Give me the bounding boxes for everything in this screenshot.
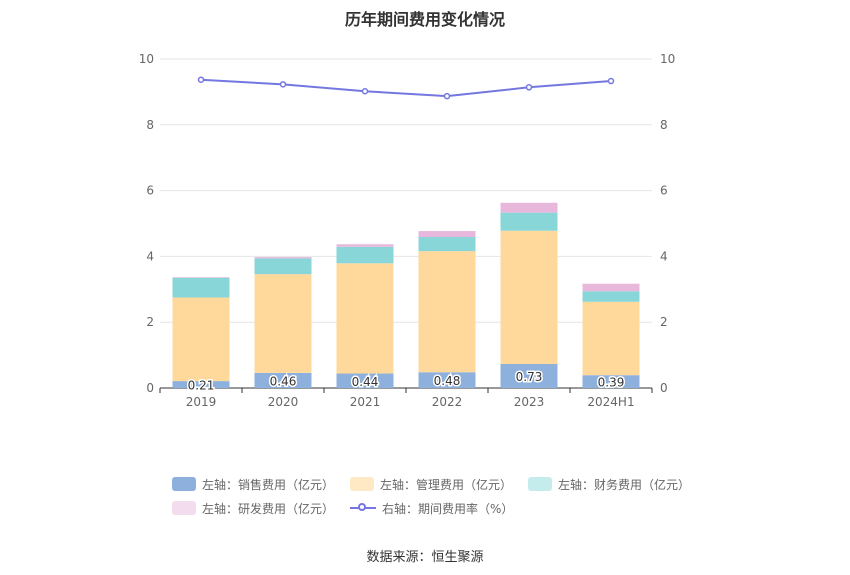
legend-item-admin[interactable]: 左轴：管理费用（亿元）	[350, 476, 512, 493]
line-rate	[200, 78, 612, 98]
legend-dot-rate	[358, 503, 367, 511]
y-right-tick-label: 10	[660, 52, 675, 66]
point-rate	[279, 81, 287, 88]
y-right-tick-label: 8	[660, 118, 668, 132]
legend-label-sales: 左轴：销售费用（亿元）	[202, 477, 335, 492]
bar-rd	[582, 283, 640, 292]
y-left-tick-label: 2	[146, 315, 154, 329]
x-tick-label: 2021	[350, 395, 381, 409]
legend-item-sales[interactable]: 左轴：销售费用（亿元）	[172, 476, 334, 493]
y-right-tick-label: 6	[660, 184, 668, 198]
legend: 左轴：销售费用（亿元） 左轴：管理费用（亿元） 左轴：财务费用（亿元） 左轴：研…	[172, 472, 692, 520]
data-label-sales: 0.44	[352, 375, 379, 389]
bar-admin	[418, 251, 476, 373]
bar-rd	[418, 231, 476, 237]
bar-admin	[336, 263, 394, 374]
legend-swatch-rd	[172, 501, 196, 515]
x-tick-label: 2023	[514, 395, 545, 409]
legend-item-rd[interactable]: 左轴：研发费用（亿元）	[172, 500, 334, 517]
data-label-sales: 0.73	[516, 370, 543, 384]
x-tick-label: 2022	[432, 395, 463, 409]
legend-swatch-rate	[350, 501, 377, 515]
point-rate	[197, 76, 205, 83]
legend-label-rate: 右轴：期间费用率（%）	[382, 501, 514, 516]
data-label-sales: 0.21	[188, 379, 215, 393]
legend-row-1: 左轴：销售费用（亿元） 左轴：管理费用（亿元） 左轴：财务费用（亿元）	[172, 472, 692, 496]
bar-sales	[500, 363, 558, 388]
point-rate	[443, 92, 451, 100]
bar-sales	[582, 375, 640, 388]
y-left-tick-label: 8	[146, 118, 154, 132]
chart-title: 历年期间费用变化情况	[344, 10, 505, 29]
y-left-tick-label: 4	[146, 249, 154, 263]
bar-admin	[254, 274, 312, 373]
y-left-tick-label: 10	[139, 52, 154, 66]
x-tick-label: 2019	[186, 395, 217, 409]
bar-finance	[418, 236, 476, 252]
legend-swatch-finance	[528, 477, 553, 491]
point-rate	[361, 87, 369, 95]
bar-rd	[172, 277, 230, 278]
point-rate	[607, 77, 615, 85]
data-source: 数据来源：恒生聚源	[366, 550, 484, 565]
legend-label-rd: 左轴：研发费用（亿元）	[202, 501, 335, 516]
y-left-tick-label: 0	[146, 381, 154, 395]
legend-row-2: 左轴：研发费用（亿元） 右轴：期间费用率（%）	[172, 496, 692, 520]
y-right-tick-label: 2	[660, 315, 668, 329]
data-label-sales: 0.46	[270, 374, 297, 388]
legend-swatch-admin	[350, 477, 375, 491]
bar-rd	[254, 257, 312, 259]
bar-rd	[336, 244, 394, 247]
bar-admin	[500, 230, 558, 364]
data-label-sales: 0.48	[434, 374, 461, 388]
y-left-tick-label: 6	[146, 184, 154, 198]
data-label-sales: 0.39	[598, 376, 625, 390]
point-rate	[525, 84, 533, 91]
bar-finance	[500, 212, 558, 231]
x-tick-label: 2024H1	[587, 395, 634, 409]
bar-rd	[500, 202, 558, 213]
legend-swatch-sales	[172, 477, 196, 491]
legend-item-finance[interactable]: 左轴：财务费用（亿元）	[528, 476, 690, 493]
bar-admin	[582, 301, 640, 376]
bar-sales	[418, 372, 476, 388]
legend-label-finance: 左轴：财务费用（亿元）	[558, 477, 691, 492]
x-tick-label: 2020	[268, 395, 299, 409]
bar-sales	[336, 373, 394, 388]
bar-finance	[336, 246, 394, 264]
bar-sales	[172, 381, 230, 388]
y-right-tick-label: 0	[660, 381, 668, 395]
legend-label-admin: 左轴：管理费用（亿元）	[380, 477, 513, 492]
bar-finance	[172, 277, 230, 298]
bar-sales	[254, 372, 312, 388]
bar-admin	[172, 297, 230, 382]
bar-finance	[582, 291, 640, 302]
y-right-tick-label: 4	[660, 249, 668, 263]
legend-item-rate[interactable]: 右轴：期间费用率（%）	[350, 500, 513, 517]
bar-finance	[254, 258, 312, 275]
